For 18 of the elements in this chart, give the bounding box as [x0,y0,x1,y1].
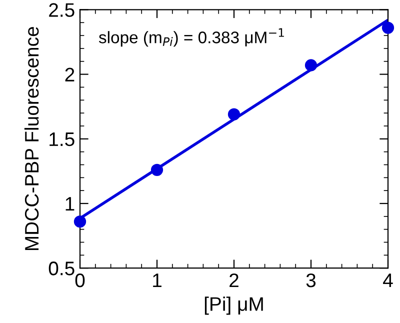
y-tick-label: 2 [65,68,74,82]
x-tick-label: 3 [306,273,316,288]
y-tick-label: 0.5 [48,262,74,276]
point [304,59,318,72]
point [74,216,86,228]
x-tick-label: 1 [153,274,162,288]
y-tick-label: 1.5 [50,132,74,146]
y-tick-label: 1 [66,197,74,211]
point [228,108,240,120]
annotation: slope (m$_{Pi}$) = 0.383 μM$^{−1}$ [98,28,284,47]
y-axis-title: MDCC-PBP Fluorescence [24,27,39,250]
x-tick-label: 2 [230,273,238,288]
x-axis-title: [Pi] μM [204,296,263,315]
x-tick-label: 4 [383,274,393,288]
point [382,22,394,34]
point [150,164,164,176]
x-tick-label: 0 [75,273,85,288]
y-tick-label: 2.5 [49,3,74,17]
